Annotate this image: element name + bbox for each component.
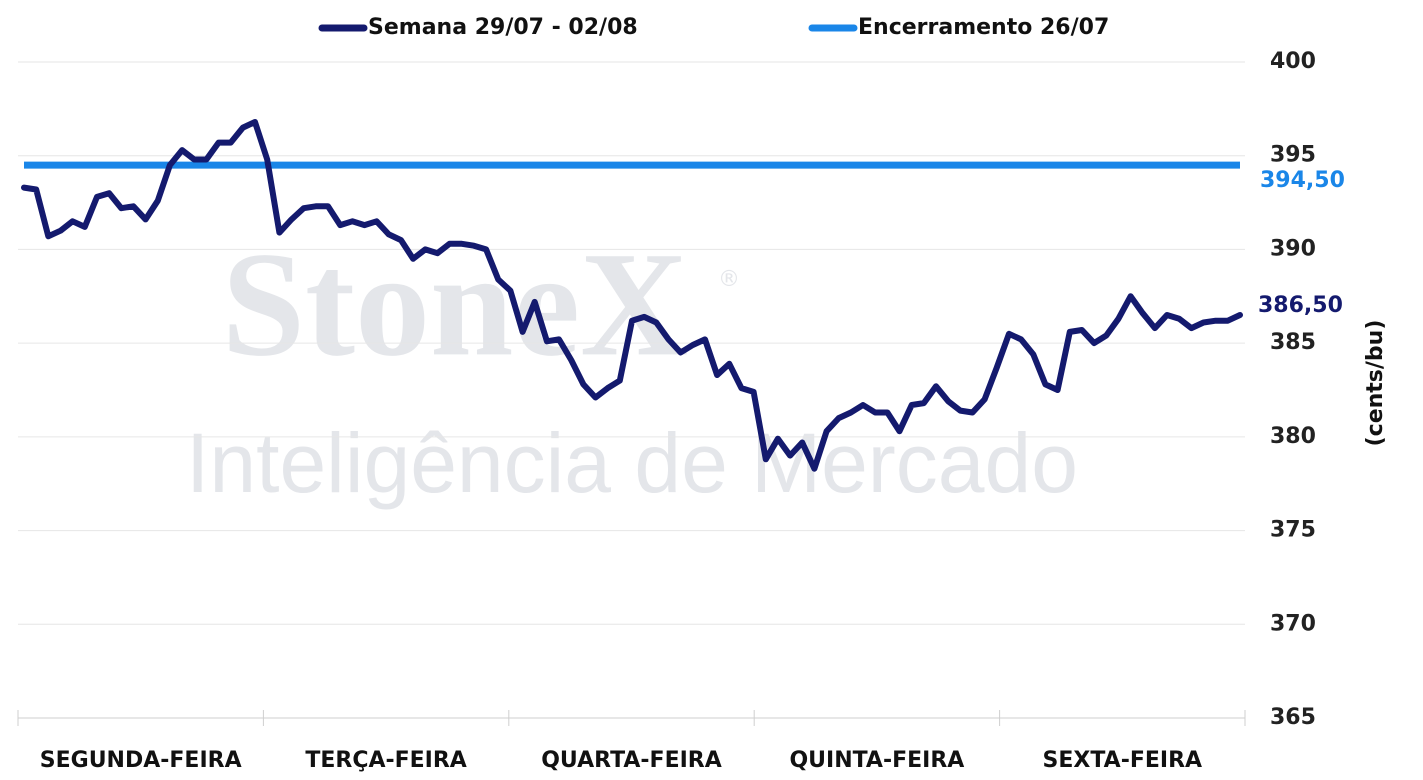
y-tick-label: 370	[1270, 611, 1316, 636]
y-axis-title: (cents/bu)	[1363, 320, 1388, 447]
x-tick-label: QUARTA-FEIRA	[541, 748, 722, 773]
y-tick-label: 395	[1270, 143, 1316, 168]
watermark-mark: ®	[718, 267, 740, 292]
x-tick-label: QUINTA-FEIRA	[789, 748, 964, 773]
y-tick-label: 365	[1270, 705, 1316, 730]
x-tick-label: TERÇA-FEIRA	[305, 748, 467, 773]
legend-label: Semana 29/07 - 02/08	[368, 15, 638, 40]
x-tick-label: SEXTA-FEIRA	[1043, 748, 1203, 773]
end-label: 386,50	[1258, 293, 1343, 318]
price-line	[21, 119, 1243, 472]
y-tick-label: 380	[1270, 424, 1316, 449]
y-tick-label: 390	[1270, 236, 1316, 261]
y-tick-label: 400	[1270, 49, 1316, 74]
x-tick-label: SEGUNDA-FEIRA	[40, 748, 242, 773]
y-tick-label: 385	[1270, 330, 1316, 355]
value-label: 394,50	[1260, 168, 1345, 193]
y-tick-label: 375	[1270, 518, 1316, 543]
watermark-tagline: Inteligência de Mercado	[186, 416, 1078, 510]
legend-label: Encerramento 26/07	[858, 15, 1109, 40]
